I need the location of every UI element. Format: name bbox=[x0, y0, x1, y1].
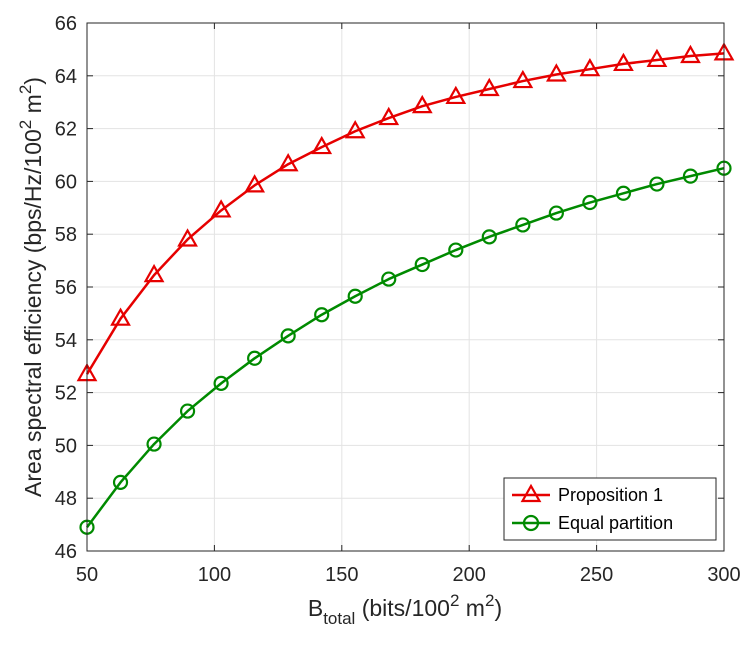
legend: Proposition 1 Equal partition bbox=[503, 477, 717, 541]
y-axis-label: Area spectral efficiency (bps/Hz/1002 m2… bbox=[16, 77, 46, 497]
y-axis-label-sup1: 2 bbox=[16, 120, 35, 129]
data-point-triangle bbox=[177, 228, 198, 247]
data-point-triangle bbox=[210, 199, 232, 218]
legend-circle-marker-icon bbox=[522, 514, 540, 532]
ticks: 50 100 150 200 250 300 46 48 50 52 54 56 58 60 62 64 66 bbox=[55, 13, 741, 586]
data-point-circle bbox=[682, 168, 699, 184]
x-tick-label: 300 bbox=[707, 564, 740, 586]
data-point-circle bbox=[146, 436, 162, 452]
data-point-circle bbox=[213, 375, 229, 391]
x-axis-label-sup2: 2 bbox=[485, 591, 494, 610]
data-point-circle bbox=[448, 242, 464, 258]
data-point-triangle bbox=[411, 94, 433, 114]
data-point-circle bbox=[247, 350, 263, 366]
legend-entry-equal-partition: Equal partition bbox=[512, 513, 673, 533]
y-tick-label: 52 bbox=[55, 383, 77, 405]
y-tick-label: 60 bbox=[55, 171, 77, 193]
x-axis-label: Btotal (bits/1002 m2) bbox=[308, 591, 502, 628]
data-point-circle bbox=[548, 205, 564, 221]
data-point-triangle bbox=[244, 174, 266, 193]
y-axis-label-sup2: 2 bbox=[16, 85, 35, 94]
data-point-triangle bbox=[613, 52, 634, 72]
data-point-triangle bbox=[646, 48, 668, 68]
legend-entry-proposition-1: Proposition 1 bbox=[512, 483, 663, 505]
data-point-triangle bbox=[143, 263, 165, 283]
data-point-triangle bbox=[311, 135, 333, 155]
data-point-triangle bbox=[680, 44, 701, 64]
data-point-circle bbox=[314, 307, 330, 323]
x-tick-label: 100 bbox=[198, 564, 231, 586]
series-equal-partition bbox=[79, 160, 732, 535]
legend-label-equal-partition: Equal partition bbox=[558, 513, 673, 533]
data-point-triangle bbox=[445, 85, 467, 105]
data-point-triangle bbox=[512, 69, 534, 89]
data-point-circle bbox=[381, 271, 397, 287]
x-axis-label-sup1: 2 bbox=[450, 591, 459, 610]
legend-triangle-marker-icon bbox=[520, 483, 542, 503]
data-point-triangle bbox=[110, 307, 131, 326]
data-point-circle bbox=[582, 194, 598, 211]
y-tick-label: 66 bbox=[55, 13, 77, 35]
data-point-circle bbox=[280, 328, 296, 344]
x-tick-label: 200 bbox=[453, 564, 486, 586]
y-tick-label: 58 bbox=[55, 224, 77, 246]
y-tick-label: 64 bbox=[55, 66, 77, 88]
data-point-circle bbox=[649, 176, 665, 192]
x-tick-label: 150 bbox=[325, 564, 358, 586]
y-tick-label: 46 bbox=[55, 541, 77, 563]
y-tick-label: 54 bbox=[55, 330, 77, 352]
legend-label-proposition-1: Proposition 1 bbox=[558, 485, 663, 505]
data-point-circle bbox=[414, 256, 430, 273]
data-point-circle bbox=[481, 229, 497, 245]
data-point-triangle bbox=[478, 77, 500, 97]
data-point-triangle bbox=[378, 106, 400, 126]
y-tick-label: 48 bbox=[55, 488, 77, 510]
data-point-triangle bbox=[277, 153, 299, 172]
y-tick-label: 56 bbox=[55, 277, 77, 299]
legend-box bbox=[503, 477, 717, 541]
data-point-circle bbox=[179, 403, 196, 419]
y-tick-label: 50 bbox=[55, 435, 77, 457]
data-point-circle bbox=[615, 185, 632, 201]
data-point-circle bbox=[347, 288, 363, 304]
data-point-triangle bbox=[545, 63, 567, 82]
data-point-triangle bbox=[579, 57, 601, 77]
y-tick-label: 62 bbox=[55, 119, 77, 141]
data-point-circle bbox=[515, 217, 531, 233]
x-axis-label-sub: total bbox=[323, 609, 355, 628]
x-tick-label: 250 bbox=[580, 564, 613, 586]
data-point-circle bbox=[112, 474, 129, 490]
x-tick-label: 50 bbox=[76, 564, 98, 586]
data-point-triangle bbox=[344, 120, 366, 139]
